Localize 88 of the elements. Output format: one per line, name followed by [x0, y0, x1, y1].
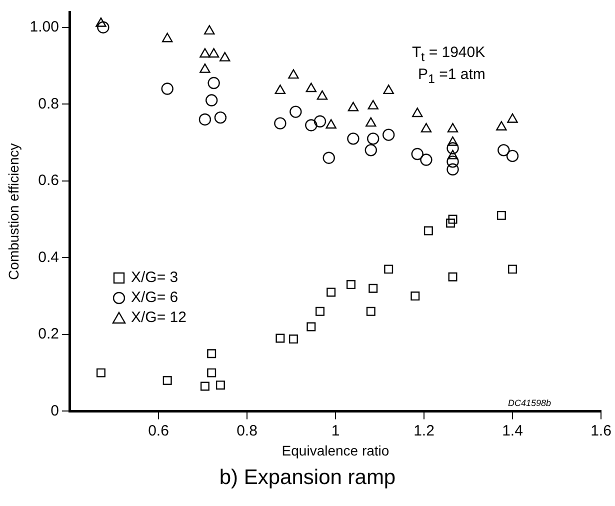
point: [448, 214, 458, 224]
point: [274, 117, 286, 130]
y-tick-label: 1.00: [30, 18, 59, 36]
point: [366, 306, 376, 316]
annotation: P$_{1}$ =1 atm: [418, 66, 486, 86]
x-tick-label: 0.6: [148, 422, 169, 440]
point: [410, 292, 420, 301]
point: [306, 82, 317, 92]
point: [496, 210, 506, 220]
point: [162, 32, 173, 42]
point: [446, 156, 459, 168]
point: [200, 382, 210, 391]
point: [162, 376, 172, 385]
point: [496, 121, 507, 131]
point: [326, 288, 336, 297]
point: [368, 284, 378, 293]
point: [207, 368, 216, 378]
point: [446, 142, 459, 154]
legend-label: X/G= 6: [131, 288, 178, 308]
y-tick-label: 0.4: [38, 248, 59, 266]
point: [424, 226, 433, 236]
point: [220, 52, 230, 62]
point: [326, 119, 336, 129]
x-tick-label: 1: [331, 422, 340, 440]
y-tick-label: 0.8: [38, 95, 59, 112]
point: [508, 264, 517, 274]
point: [506, 150, 519, 162]
point: [290, 106, 302, 118]
point: [316, 90, 328, 100]
point: [214, 111, 227, 124]
point: [446, 218, 456, 228]
point: [367, 132, 380, 145]
point: [411, 148, 424, 160]
point: [205, 94, 218, 106]
point: [161, 82, 174, 95]
point: [447, 136, 458, 146]
point: [198, 113, 212, 126]
point: [208, 48, 220, 58]
annotation: T$_{t}$ = 1940K: [412, 44, 486, 64]
point: [276, 334, 285, 343]
point: [288, 334, 298, 344]
point: [97, 21, 110, 34]
point: [306, 322, 316, 332]
point: [96, 368, 106, 378]
point: [448, 272, 458, 282]
point: [420, 122, 432, 132]
point: [305, 119, 318, 132]
legend-label: X/G= 3: [131, 268, 178, 288]
x-tick-label: 0.8: [236, 422, 258, 440]
point: [507, 113, 518, 123]
point: [200, 48, 210, 58]
x-tick-label: 1.2: [414, 422, 434, 440]
point: [216, 380, 225, 390]
point: [348, 102, 359, 112]
point: [383, 84, 394, 94]
point: [420, 154, 432, 166]
point: [382, 128, 395, 141]
point: [346, 280, 356, 290]
point: [364, 144, 377, 156]
point: [384, 264, 394, 274]
point: [314, 115, 326, 128]
text: b) Expansion ramp: [218, 466, 397, 490]
point: [322, 152, 335, 164]
point: [368, 100, 378, 110]
y-tick-label: 0: [50, 402, 59, 420]
point: [200, 63, 210, 73]
point: [447, 122, 458, 132]
point: [288, 69, 299, 79]
legend-label: X/G= 12: [131, 308, 186, 328]
point: [412, 108, 423, 118]
y-tick-label: 0.6: [38, 172, 59, 190]
y-axis-title: Combustion efficiency: [5, 143, 22, 280]
point: [96, 17, 106, 27]
x-tick-label: 1.6: [590, 422, 612, 440]
point: [207, 349, 216, 358]
point: [446, 163, 459, 176]
point: [498, 144, 510, 156]
annotation: DC41598b: [508, 398, 552, 408]
y-tick-label: 0.2: [38, 326, 59, 343]
point: [204, 25, 215, 35]
point: [274, 84, 286, 94]
point: [447, 150, 458, 160]
x-tick-label: 1.4: [502, 422, 523, 440]
x-axis-title: Equivalence ratio: [282, 442, 390, 458]
point: [316, 306, 324, 316]
point: [366, 117, 376, 127]
point: [208, 76, 220, 90]
point: [347, 132, 360, 145]
